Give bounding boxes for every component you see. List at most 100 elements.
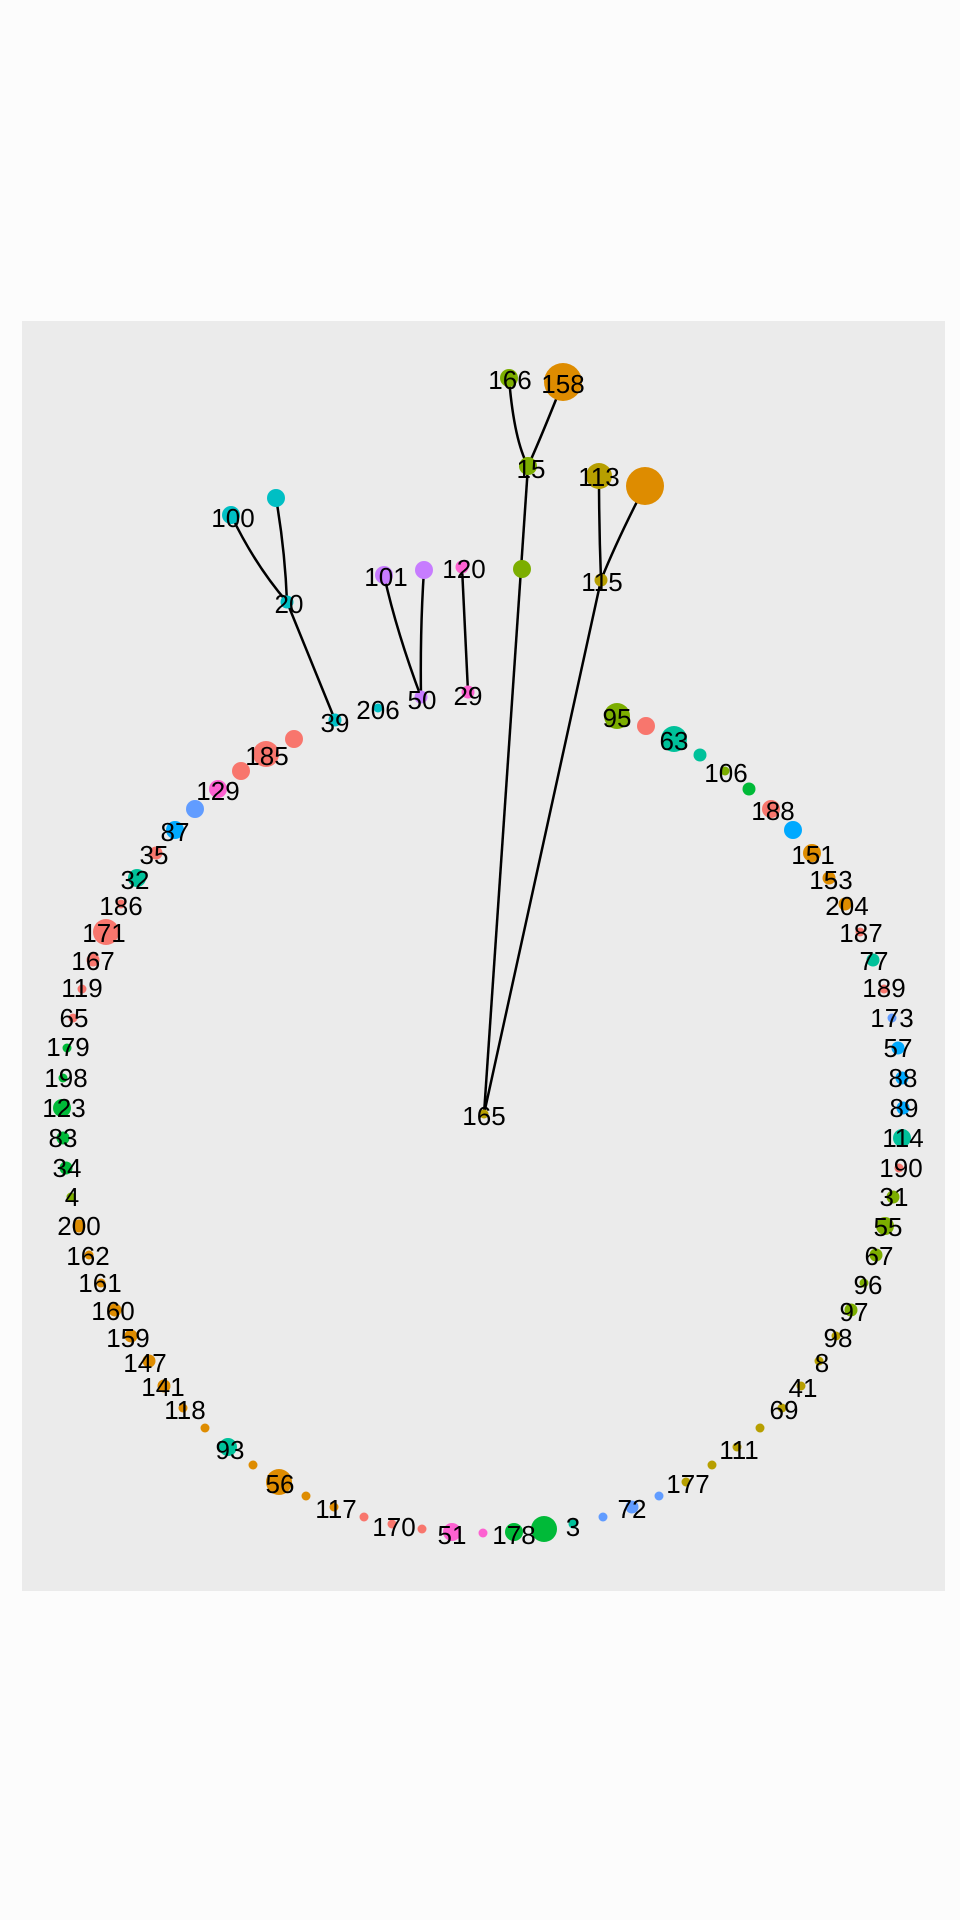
- node-34: [59, 1161, 73, 1175]
- node-label-51: 51: [438, 1520, 467, 1550]
- node-198: [58, 1073, 68, 1083]
- node-label-88: 88: [889, 1063, 918, 1093]
- node-lC: [301, 1491, 311, 1501]
- node-label-118: 118: [164, 1395, 205, 1425]
- node-label-170: 170: [372, 1512, 415, 1542]
- node-160: [108, 1303, 122, 1317]
- node-label-187: 187: [839, 918, 882, 948]
- node-167: [86, 953, 100, 967]
- node-label-114: 114: [882, 1123, 923, 1153]
- node-158: [544, 363, 582, 401]
- node-label-158: 158: [541, 369, 584, 399]
- node-166: [500, 369, 518, 387]
- node-lD: [359, 1512, 369, 1522]
- node-label-100: 100: [211, 503, 254, 533]
- node-4: [66, 1192, 76, 1202]
- node-29: [461, 685, 475, 699]
- edge-100-20: [229, 514, 288, 603]
- node-35: [149, 846, 163, 860]
- node-63: [661, 726, 687, 752]
- node-8: [814, 1356, 824, 1366]
- node-label-153: 153: [809, 865, 852, 895]
- node-117: [329, 1502, 339, 1512]
- node-label-106: 106: [704, 758, 747, 788]
- node-label-55: 55: [874, 1212, 903, 1242]
- node-label-3: 3: [566, 1512, 580, 1542]
- node-106: [720, 766, 730, 776]
- node-label-67: 67: [865, 1241, 894, 1271]
- node-179: [62, 1043, 72, 1053]
- node-label-165: 165: [462, 1101, 505, 1131]
- node-label-8: 8: [815, 1348, 829, 1378]
- node-87: [166, 821, 184, 839]
- node-159: [124, 1329, 138, 1343]
- node-100: [222, 506, 240, 524]
- node-label-190: 190: [879, 1153, 922, 1183]
- node-label-188: 188: [751, 796, 794, 826]
- node-41: [796, 1381, 806, 1391]
- node-96: [859, 1278, 869, 1288]
- node-55: [876, 1217, 894, 1235]
- node-label-166: 166: [488, 365, 531, 395]
- node-label-161: 161: [78, 1268, 121, 1298]
- node-label-101: 101: [364, 562, 407, 592]
- node-label-111: 111: [719, 1435, 759, 1465]
- plot-panel: [22, 321, 945, 1591]
- node-layer: [53, 363, 911, 1542]
- node-label-186: 186: [99, 891, 142, 921]
- node-114: [893, 1129, 911, 1147]
- node-98: [831, 1331, 841, 1341]
- node-173: [887, 1013, 897, 1023]
- node-51: [443, 1523, 461, 1541]
- node-label-119: 119: [61, 973, 102, 1003]
- node-label-34: 34: [53, 1153, 82, 1183]
- node-label-198: 198: [44, 1063, 87, 1093]
- node-31: [886, 1190, 900, 1204]
- node-label-129: 129: [196, 776, 239, 806]
- edge-115-165: [482, 579, 603, 1115]
- node-39: [328, 713, 342, 727]
- node-177: [681, 1477, 691, 1487]
- node-190: [894, 1163, 904, 1173]
- node-15: [519, 457, 537, 475]
- node-label-41: 41: [789, 1373, 818, 1403]
- node-label-115: 115: [581, 567, 622, 597]
- node-label-4: 4: [65, 1182, 79, 1212]
- node-label-39: 39: [321, 708, 350, 738]
- node-label-63: 63: [660, 726, 689, 756]
- node-101: [375, 566, 393, 584]
- node-200: [72, 1219, 86, 1233]
- node-204: [838, 897, 852, 911]
- node-lG: [531, 1516, 557, 1542]
- node-label-173: 173: [870, 1003, 913, 1033]
- node-83: [56, 1131, 70, 1145]
- node-lH: [598, 1512, 608, 1522]
- node-label-35: 35: [140, 840, 169, 870]
- edge-101b-50: [419, 569, 426, 698]
- node-185: [253, 741, 279, 767]
- node-72: [625, 1500, 639, 1514]
- edge-120-29: [460, 566, 470, 693]
- node-label-177: 177: [666, 1469, 709, 1499]
- node-label-160: 160: [91, 1296, 134, 1326]
- node-lE: [417, 1524, 427, 1534]
- node-label-89: 89: [890, 1093, 919, 1123]
- node-rA: [285, 730, 303, 748]
- node-3: [568, 1519, 578, 1529]
- node-93: [219, 1438, 237, 1456]
- node-153: [822, 871, 836, 885]
- node-lJ: [707, 1460, 717, 1470]
- node-label-147: 147: [123, 1348, 166, 1378]
- node-label-56: 56: [266, 1469, 295, 1499]
- node-162: [84, 1250, 94, 1260]
- node-147: [142, 1354, 156, 1368]
- node-111: [732, 1442, 742, 1452]
- node-label-87: 87: [161, 817, 190, 847]
- node-113: [586, 463, 612, 489]
- node-label-141: 141: [141, 1372, 184, 1402]
- node-label-69: 69: [770, 1395, 799, 1425]
- node-119: [77, 984, 87, 994]
- node-label-83: 83: [49, 1123, 78, 1153]
- node-50: [414, 690, 428, 704]
